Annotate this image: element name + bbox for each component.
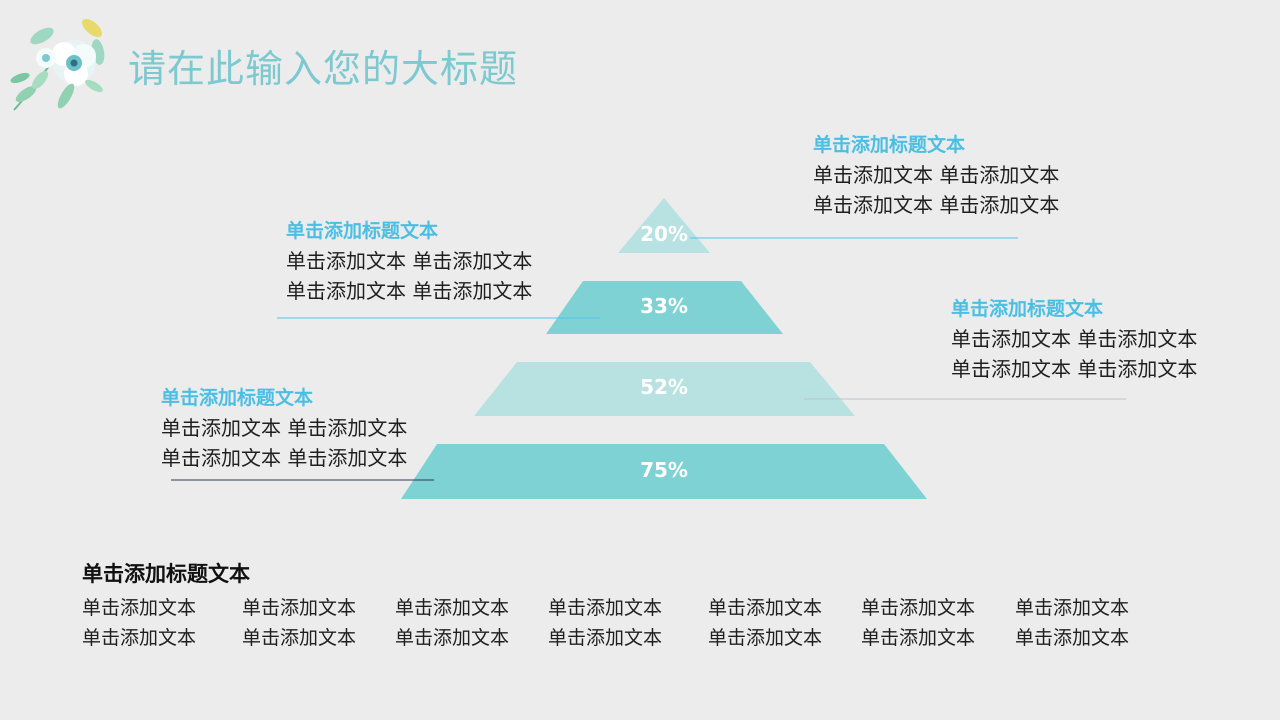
bottom-text-cell: 单击添加文本 [548, 627, 663, 649]
pyramid-tier-4[interactable] [401, 444, 927, 499]
slide-title[interactable]: 请在此输入您的大标题 [128, 47, 519, 91]
callout-title: 单击添加标题文本 [161, 387, 314, 409]
bottom-text-cell: 单击添加文本 [708, 627, 823, 649]
callout-text-line: 单击添加文本 单击添加文本 [813, 163, 1060, 187]
callout-text-line: 单击添加文本 单击添加文本 [161, 416, 408, 440]
bottom-text-cell: 单击添加文本 [861, 627, 976, 649]
callout-text-line: 单击添加文本 单击添加文本 [286, 249, 533, 273]
tier-label-1: 20% [640, 222, 688, 246]
bottom-text-cell: 单击添加文本 [1015, 597, 1130, 619]
tier-label-4: 75% [640, 458, 688, 482]
bottom-text-cell: 单击添加文本 [242, 597, 357, 619]
callout-text-line: 单击添加文本 单击添加文本 [951, 357, 1198, 381]
bottom-text-cell: 单击添加文本 [242, 627, 357, 649]
callout-middle-right[interactable]: 单击添加标题文本 单击添加文本 单击添加文本 单击添加文本 单击添加文本 [951, 294, 1197, 384]
tier-label-3: 52% [640, 375, 688, 399]
bottom-text-cell: 单击添加文本 [82, 597, 197, 619]
bottom-text-cell: 单击添加文本 [548, 597, 663, 619]
pyramid-tier-1[interactable] [618, 198, 710, 253]
callout-lower-left[interactable]: 单击添加标题文本 单击添加文本 单击添加文本 单击添加文本 单击添加文本 [161, 383, 407, 473]
callout-text-line: 单击添加文本 单击添加文本 [813, 193, 1060, 217]
callout-top-right[interactable]: 单击添加标题文本 单击添加文本 单击添加文本 单击添加文本 单击添加文本 [813, 130, 1059, 220]
callout-text-line: 单击添加文本 单击添加文本 [951, 327, 1198, 351]
callout-title: 单击添加标题文本 [813, 134, 966, 156]
bottom-text-cell: 单击添加文本 [395, 597, 510, 619]
bottom-text-cell: 单击添加文本 [708, 597, 823, 619]
bottom-section-title[interactable]: 单击添加标题文本 [82, 562, 250, 586]
callout-text-line: 单击添加文本 单击添加文本 [286, 279, 533, 303]
callout-title: 单击添加标题文本 [951, 298, 1104, 320]
bottom-text-cell: 单击添加文本 [82, 627, 197, 649]
callout-upper-left[interactable]: 单击添加标题文本 单击添加文本 单击添加文本 单击添加文本 单击添加文本 [286, 216, 532, 306]
bottom-text-cell: 单击添加文本 [1015, 627, 1130, 649]
callout-text-line: 单击添加文本 单击添加文本 [161, 446, 408, 470]
bottom-text-cell: 单击添加文本 [395, 627, 510, 649]
bottom-text-cell: 单击添加文本 [861, 597, 976, 619]
callout-title: 单击添加标题文本 [286, 220, 439, 242]
pyramid-tier-2[interactable] [546, 281, 783, 334]
tier-label-2: 33% [640, 294, 688, 318]
floral-decoration-icon [10, 19, 105, 111]
pyramid-tier-3[interactable] [474, 362, 855, 416]
